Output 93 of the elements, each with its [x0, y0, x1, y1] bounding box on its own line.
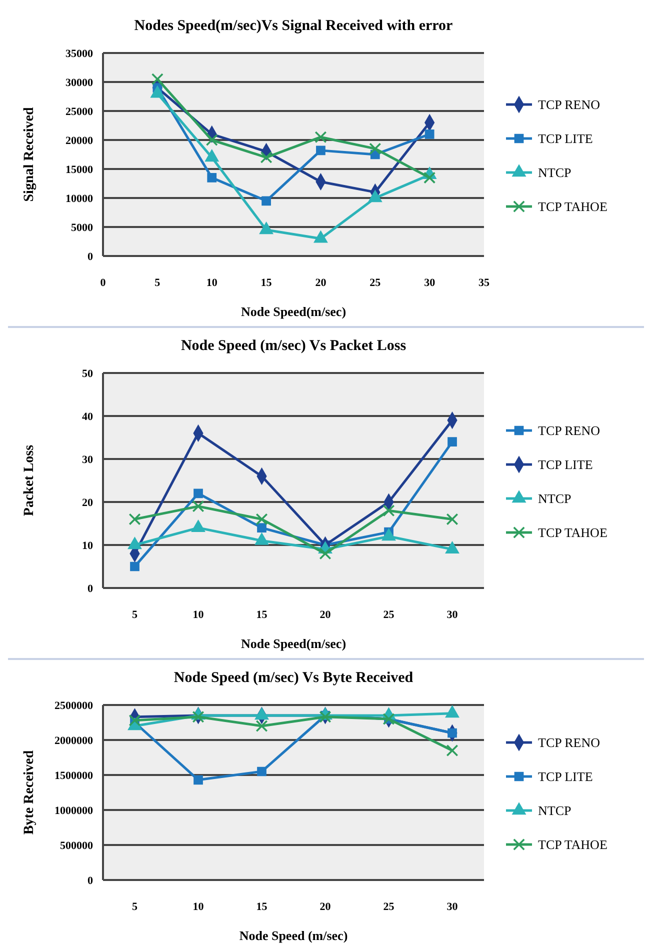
point	[192, 710, 204, 723]
legend-label: NTCP	[538, 165, 572, 180]
x-tick-label: 5	[132, 609, 138, 621]
point	[262, 196, 271, 206]
y-tick-label: 35000	[66, 48, 94, 60]
legend-label: TCP RENO	[538, 423, 600, 438]
point	[446, 513, 458, 526]
x-axis-title: Node Speed(m/sec)	[240, 304, 346, 319]
legend-label: TCP LITE	[538, 457, 593, 472]
legend-label: TCP LITE	[538, 131, 593, 146]
y-tick-label: 5000	[71, 222, 94, 234]
y-tick-label: 1000000	[54, 804, 94, 817]
y-tick-label: 20000	[66, 134, 94, 147]
y-tick-label: 30	[82, 454, 94, 466]
y-tick-label: 2500000	[54, 700, 94, 712]
point	[128, 714, 141, 726]
x-tick-label: 5	[132, 901, 138, 913]
y-tick-label: 2000000	[54, 734, 94, 747]
y-axis-title: Byte Received	[22, 750, 37, 835]
x-tick-label: 30	[446, 901, 458, 913]
point	[319, 710, 332, 723]
point	[128, 513, 141, 526]
legend-label: TCP TAHOE	[538, 525, 608, 540]
y-tick-label: 0	[88, 250, 94, 263]
point	[424, 172, 436, 184]
y-tick-label: 0	[88, 582, 94, 595]
point	[368, 190, 382, 202]
y-tick-label: 20	[82, 496, 94, 509]
point	[424, 130, 434, 139]
point	[448, 437, 457, 446]
point	[256, 513, 268, 526]
point	[314, 131, 327, 144]
point	[194, 488, 203, 498]
y-tick-label: 1500000	[54, 770, 94, 782]
point	[314, 230, 328, 243]
y-tick-label: 30000	[66, 76, 94, 89]
point	[382, 504, 395, 517]
point	[207, 173, 217, 182]
x-tick-label: 10	[192, 901, 204, 913]
legend-label: NTCP	[538, 491, 572, 506]
chart-title: Node Speed (m/sec) Vs Packet Loss	[180, 338, 406, 354]
y-axis-title: Packet Loss	[22, 444, 37, 516]
x-tick-label: 15	[256, 609, 268, 621]
point	[445, 706, 460, 718]
x-axis-title: Node Speed (m/sec)	[239, 928, 348, 943]
x-tick-label: 10	[192, 609, 204, 621]
x-tick-label: 35	[478, 277, 490, 289]
point	[369, 142, 382, 155]
x-tick-label: 0	[100, 277, 106, 289]
point	[151, 73, 164, 86]
x-tick-label: 20	[320, 609, 332, 621]
y-tick-label: 40	[82, 410, 94, 423]
x-tick-label: 25	[383, 901, 395, 913]
y-tick-label: 15000	[66, 164, 94, 176]
y-axis-title: Signal Received	[22, 107, 37, 202]
point	[194, 775, 203, 785]
point	[192, 500, 204, 512]
legend-label: TCP TAHOE	[538, 837, 608, 852]
point	[260, 151, 272, 164]
point	[316, 146, 326, 156]
x-tick-label: 25	[383, 609, 395, 621]
x-tick-label: 5	[154, 277, 161, 289]
y-tick-label: 50	[82, 368, 94, 380]
x-tick-label: 20	[320, 901, 332, 913]
y-tick-label: 25000	[66, 106, 94, 118]
point	[319, 548, 332, 560]
chart-title: Nodes Speed(m/sec)Vs Signal Received with error	[134, 18, 454, 34]
x-axis-title: Node Speed(m/sec)	[240, 636, 346, 651]
point	[205, 150, 219, 162]
y-tick-label: 10	[82, 540, 94, 552]
x-tick-label: 15	[256, 901, 268, 913]
x-tick-label: 10	[206, 277, 218, 289]
x-tick-label: 30	[424, 277, 436, 289]
x-tick-label: 30	[446, 609, 458, 621]
chart-title: Node Speed (m/sec) Vs Byte Received	[174, 670, 414, 686]
legend-label: TCP TAHOE	[538, 199, 608, 214]
point	[257, 523, 266, 532]
point	[256, 720, 268, 732]
legend-label: TCP LITE	[538, 769, 593, 784]
x-tick-label: 15	[260, 277, 272, 289]
legend-label: TCP RENO	[538, 97, 600, 112]
y-tick-label: 500000	[60, 840, 94, 852]
point	[130, 562, 140, 572]
point	[446, 744, 458, 757]
point	[257, 766, 266, 776]
x-tick-label: 25	[370, 277, 382, 289]
y-tick-label: 10000	[66, 192, 94, 205]
legend-label: NTCP	[538, 803, 572, 818]
legend-label: TCP RENO	[538, 735, 600, 750]
point	[206, 134, 218, 146]
y-tick-label: 0	[88, 874, 94, 887]
x-tick-label: 20	[315, 277, 327, 289]
point	[259, 222, 274, 234]
